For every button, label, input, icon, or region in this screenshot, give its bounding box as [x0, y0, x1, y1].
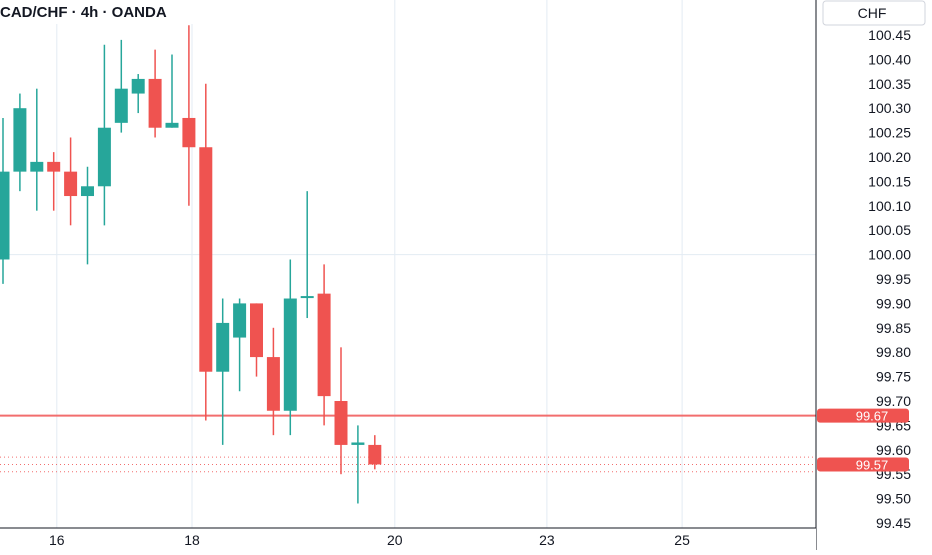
time-tick-label: 23 [539, 532, 555, 548]
time-tick-label: 25 [674, 532, 690, 548]
title-backdrop [0, 0, 330, 24]
grid-layer [0, 0, 816, 530]
candle-body[interactable] [300, 296, 314, 299]
candle-body[interactable] [114, 88, 128, 123]
candle[interactable] [351, 425, 365, 504]
last-price-label-text: 99.57 [856, 457, 889, 472]
candle-body[interactable] [81, 186, 94, 197]
price-axis[interactable]: 100.45 100.40 100.35 100.30 100.25 100.20 100.… [815, 0, 932, 550]
candle-body[interactable] [351, 442, 365, 445]
time-axis[interactable]: 16 18 20 23 25 [0, 527, 816, 550]
candle-body[interactable] [97, 127, 111, 187]
candle-body[interactable] [317, 293, 331, 397]
price-line-label-text: 99.67 [856, 409, 889, 424]
candle-body[interactable] [334, 401, 348, 445]
candle-body[interactable] [216, 322, 230, 372]
candle[interactable] [182, 25, 196, 206]
candle-body[interactable] [250, 303, 263, 358]
price-line-label-tag [817, 408, 909, 423]
candle[interactable] [165, 54, 179, 128]
price-tick-label: 99.75 [876, 369, 911, 385]
price-tick-label: 99.70 [876, 393, 911, 409]
candle-body[interactable] [148, 78, 162, 128]
candle[interactable] [317, 264, 331, 426]
chart-title: CAD/CHF · 4h · OANDA [0, 4, 167, 21]
candle-body[interactable] [182, 117, 196, 148]
time-tick-label: 20 [387, 532, 403, 548]
levels-layer [0, 414, 816, 473]
candle[interactable] [81, 166, 94, 265]
currency-label: CHF [858, 5, 887, 21]
candle-body[interactable] [165, 122, 179, 128]
candle[interactable] [64, 137, 78, 226]
price-tick-label: 100.40 [868, 51, 911, 67]
candle[interactable] [250, 303, 263, 377]
candle[interactable] [368, 435, 382, 470]
candle[interactable] [216, 298, 230, 445]
price-tick-label: 100.10 [868, 198, 911, 214]
candle-body[interactable] [199, 147, 213, 372]
price-tick-label: 99.80 [876, 344, 911, 360]
time-tick-label: 16 [49, 532, 65, 548]
candle-body[interactable] [13, 108, 27, 172]
candle[interactable] [148, 49, 162, 138]
price-tick-label: 100.00 [868, 247, 911, 263]
time-tick-label: 18 [184, 532, 200, 548]
candle-body[interactable] [368, 444, 382, 465]
candle[interactable] [97, 44, 111, 226]
candle[interactable] [283, 259, 297, 436]
candle[interactable] [30, 88, 44, 211]
price-tick-label: 100.45 [868, 27, 911, 43]
candle[interactable] [199, 83, 213, 421]
candle[interactable] [114, 39, 128, 133]
price-tick-label: 100.20 [868, 149, 911, 165]
time-axis-background [0, 528, 816, 550]
price-tick-label: 100.35 [868, 76, 911, 92]
candle[interactable] [334, 347, 348, 475]
candle-body[interactable] [266, 357, 280, 411]
price-tick-label: 99.50 [876, 491, 911, 507]
price-tick-label: 100.15 [868, 173, 911, 189]
candle-body[interactable] [64, 171, 78, 197]
candle-body[interactable] [30, 161, 44, 172]
candle[interactable] [233, 298, 247, 392]
price-tick-label: 99.90 [876, 295, 911, 311]
price-tick-label: 99.60 [876, 442, 911, 458]
chart-header: CAD/CHF · 4h · OANDA CHF [0, 0, 926, 26]
currency-badge[interactable] [822, 0, 926, 26]
price-tick-label: 99.95 [876, 271, 911, 287]
price-tick-label: 100.30 [868, 100, 911, 116]
price-tick-label: 100.25 [868, 125, 911, 141]
candle-body[interactable] [233, 303, 247, 338]
candle[interactable] [266, 327, 280, 436]
price-tick-label: 100.05 [868, 222, 911, 238]
candle[interactable] [47, 152, 61, 211]
candle[interactable] [13, 93, 27, 192]
last-price-label-tag [817, 457, 909, 472]
candle[interactable] [300, 191, 314, 319]
price-tick-label: 99.85 [876, 320, 911, 336]
candle-body[interactable] [0, 171, 10, 260]
candle[interactable] [0, 117, 10, 284]
candle-body[interactable] [47, 161, 61, 172]
candle-body[interactable] [283, 298, 297, 411]
candle-layer[interactable] [0, 25, 382, 504]
price-tick-label: 99.45 [876, 515, 911, 531]
candle[interactable] [131, 74, 145, 114]
candle-body[interactable] [131, 78, 145, 94]
